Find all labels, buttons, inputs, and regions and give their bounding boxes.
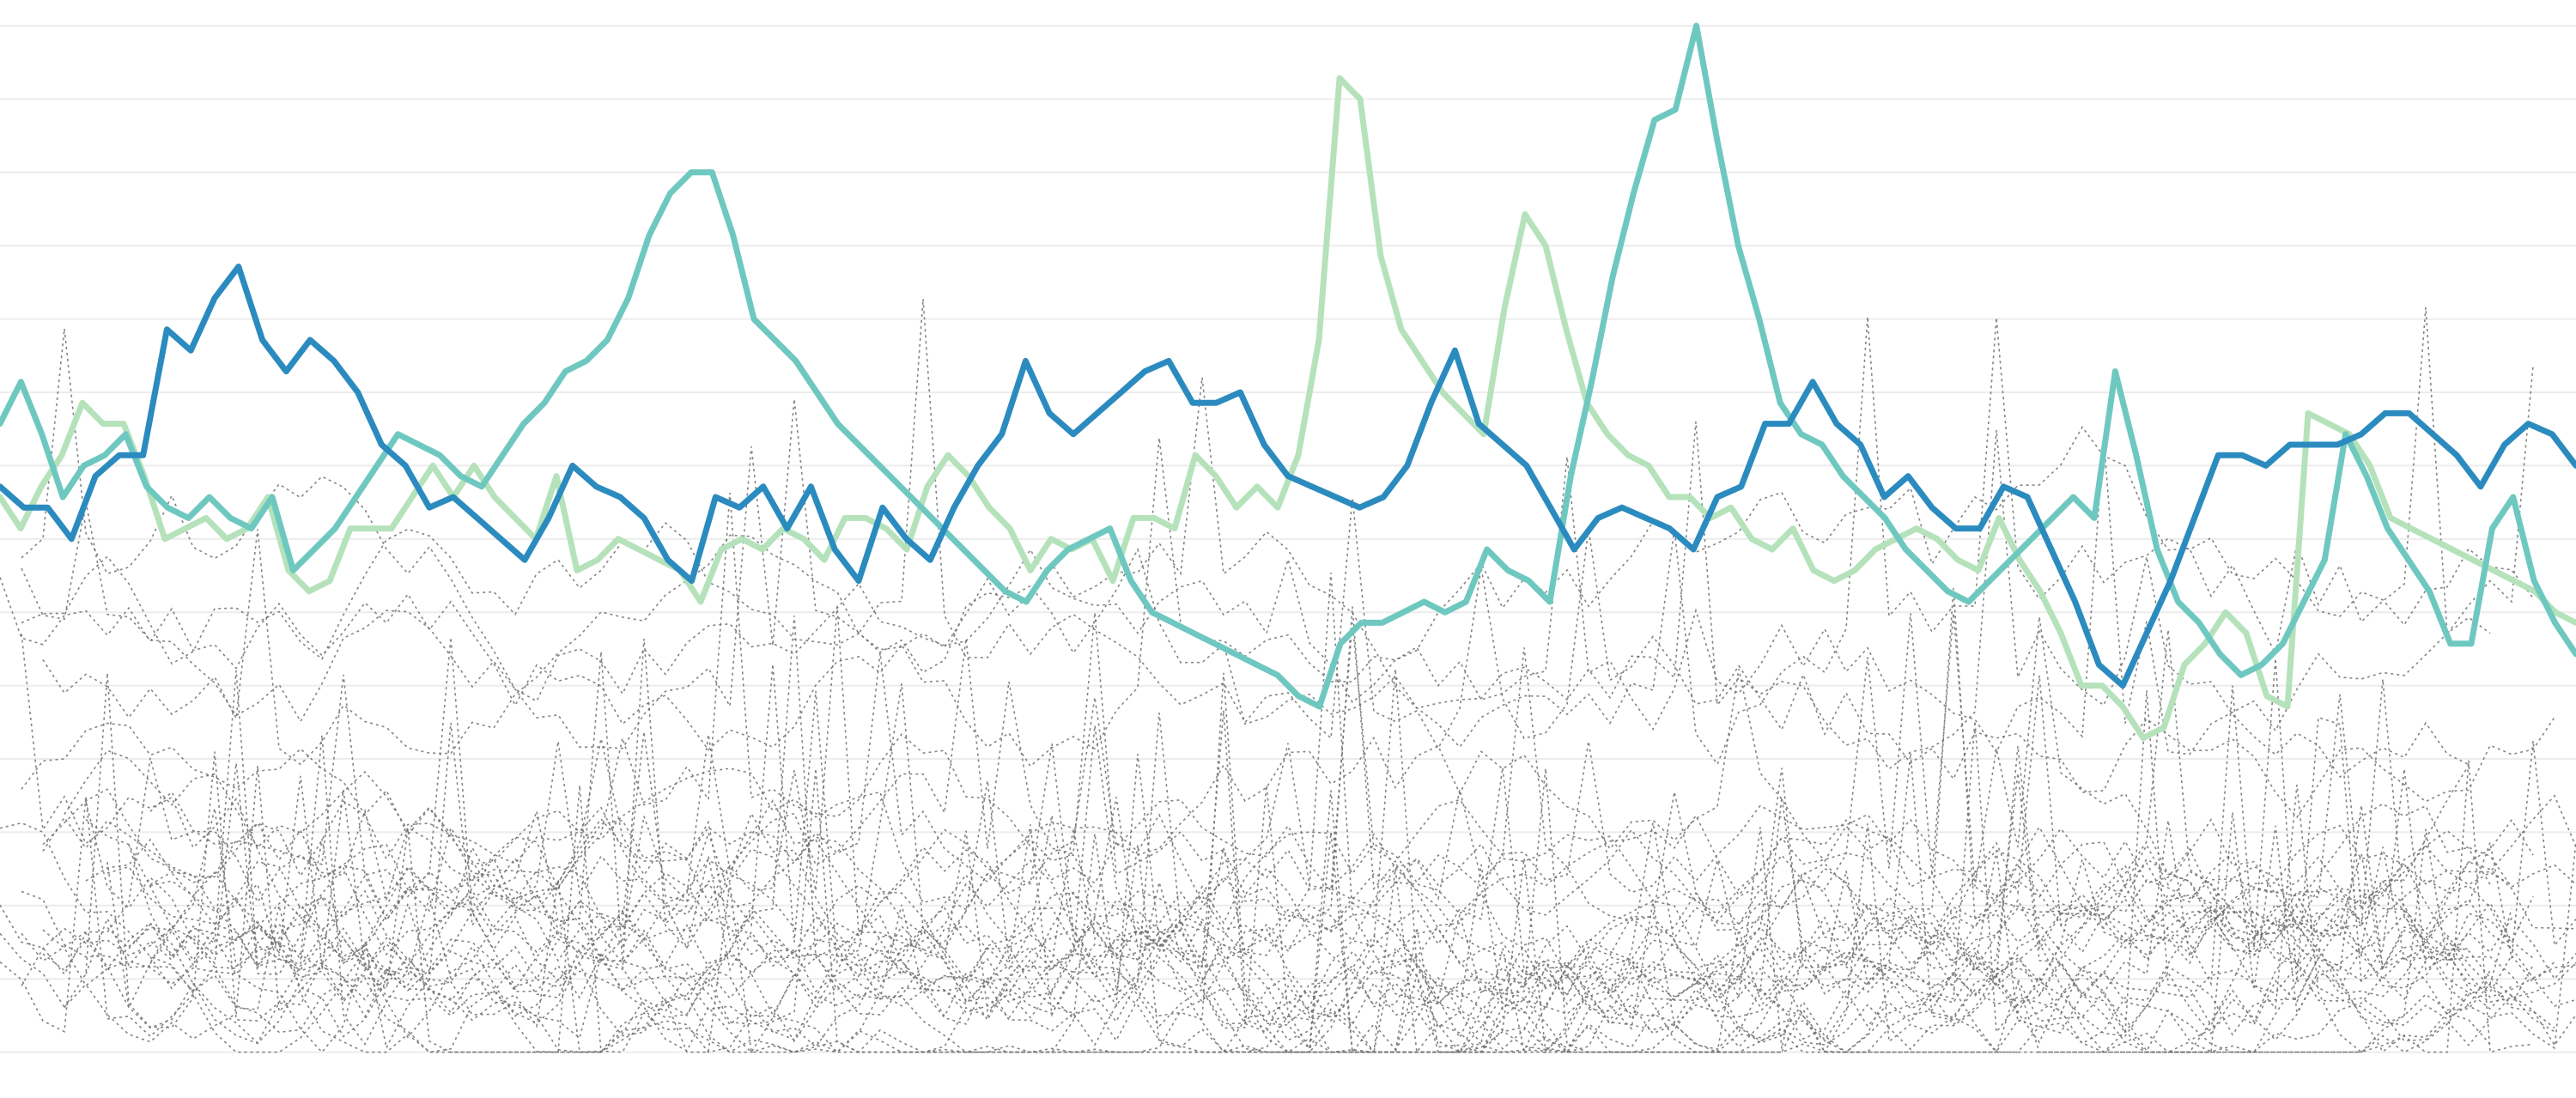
background-series-group bbox=[0, 299, 2576, 1054]
background-series-line bbox=[21, 307, 2534, 723]
background-series-line bbox=[149, 658, 2534, 1053]
background-series-line bbox=[149, 767, 2512, 1053]
background-series-line bbox=[0, 587, 2491, 1022]
background-series-line bbox=[64, 652, 2534, 962]
background-series-line bbox=[21, 377, 2470, 779]
background-series-line bbox=[42, 605, 2534, 1014]
background-series-line bbox=[42, 492, 2470, 941]
background-series-line bbox=[0, 785, 2555, 1053]
background-series-line bbox=[149, 741, 2512, 1025]
highlight-series-line-1 bbox=[0, 75, 2576, 742]
background-series-line bbox=[106, 891, 2534, 1053]
background-series-line bbox=[85, 789, 2470, 1034]
background-series-line bbox=[149, 637, 2576, 1053]
background-series-line bbox=[85, 735, 2491, 1054]
background-series-line bbox=[42, 812, 2576, 1054]
background-series-line bbox=[21, 634, 2491, 1053]
background-series-line bbox=[64, 629, 2512, 1053]
background-series-line bbox=[85, 670, 2576, 1040]
background-series-line bbox=[128, 664, 2576, 1053]
highlight-series-group bbox=[0, 22, 2576, 742]
background-series-line bbox=[0, 765, 2470, 1053]
background-series-line bbox=[0, 437, 2491, 767]
background-series-line bbox=[149, 622, 2576, 1053]
background-series-line bbox=[106, 572, 2576, 1036]
background-series-line bbox=[21, 722, 2576, 1053]
background-series-line bbox=[21, 754, 2512, 1054]
background-series-line bbox=[106, 773, 2576, 1054]
background-series-line bbox=[42, 299, 2555, 819]
background-series-line bbox=[85, 722, 2576, 1053]
background-series-line bbox=[21, 316, 2534, 766]
highlight-series-line-3 bbox=[0, 264, 2576, 689]
highlight-series-line-2 bbox=[0, 22, 2576, 710]
background-series-line bbox=[42, 760, 2534, 1053]
